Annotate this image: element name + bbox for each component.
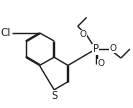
Text: O: O <box>79 30 86 39</box>
Text: O: O <box>110 44 117 53</box>
Text: Cl: Cl <box>1 28 11 38</box>
Text: P: P <box>93 44 99 54</box>
Text: S: S <box>51 91 57 101</box>
Text: O: O <box>98 59 105 68</box>
